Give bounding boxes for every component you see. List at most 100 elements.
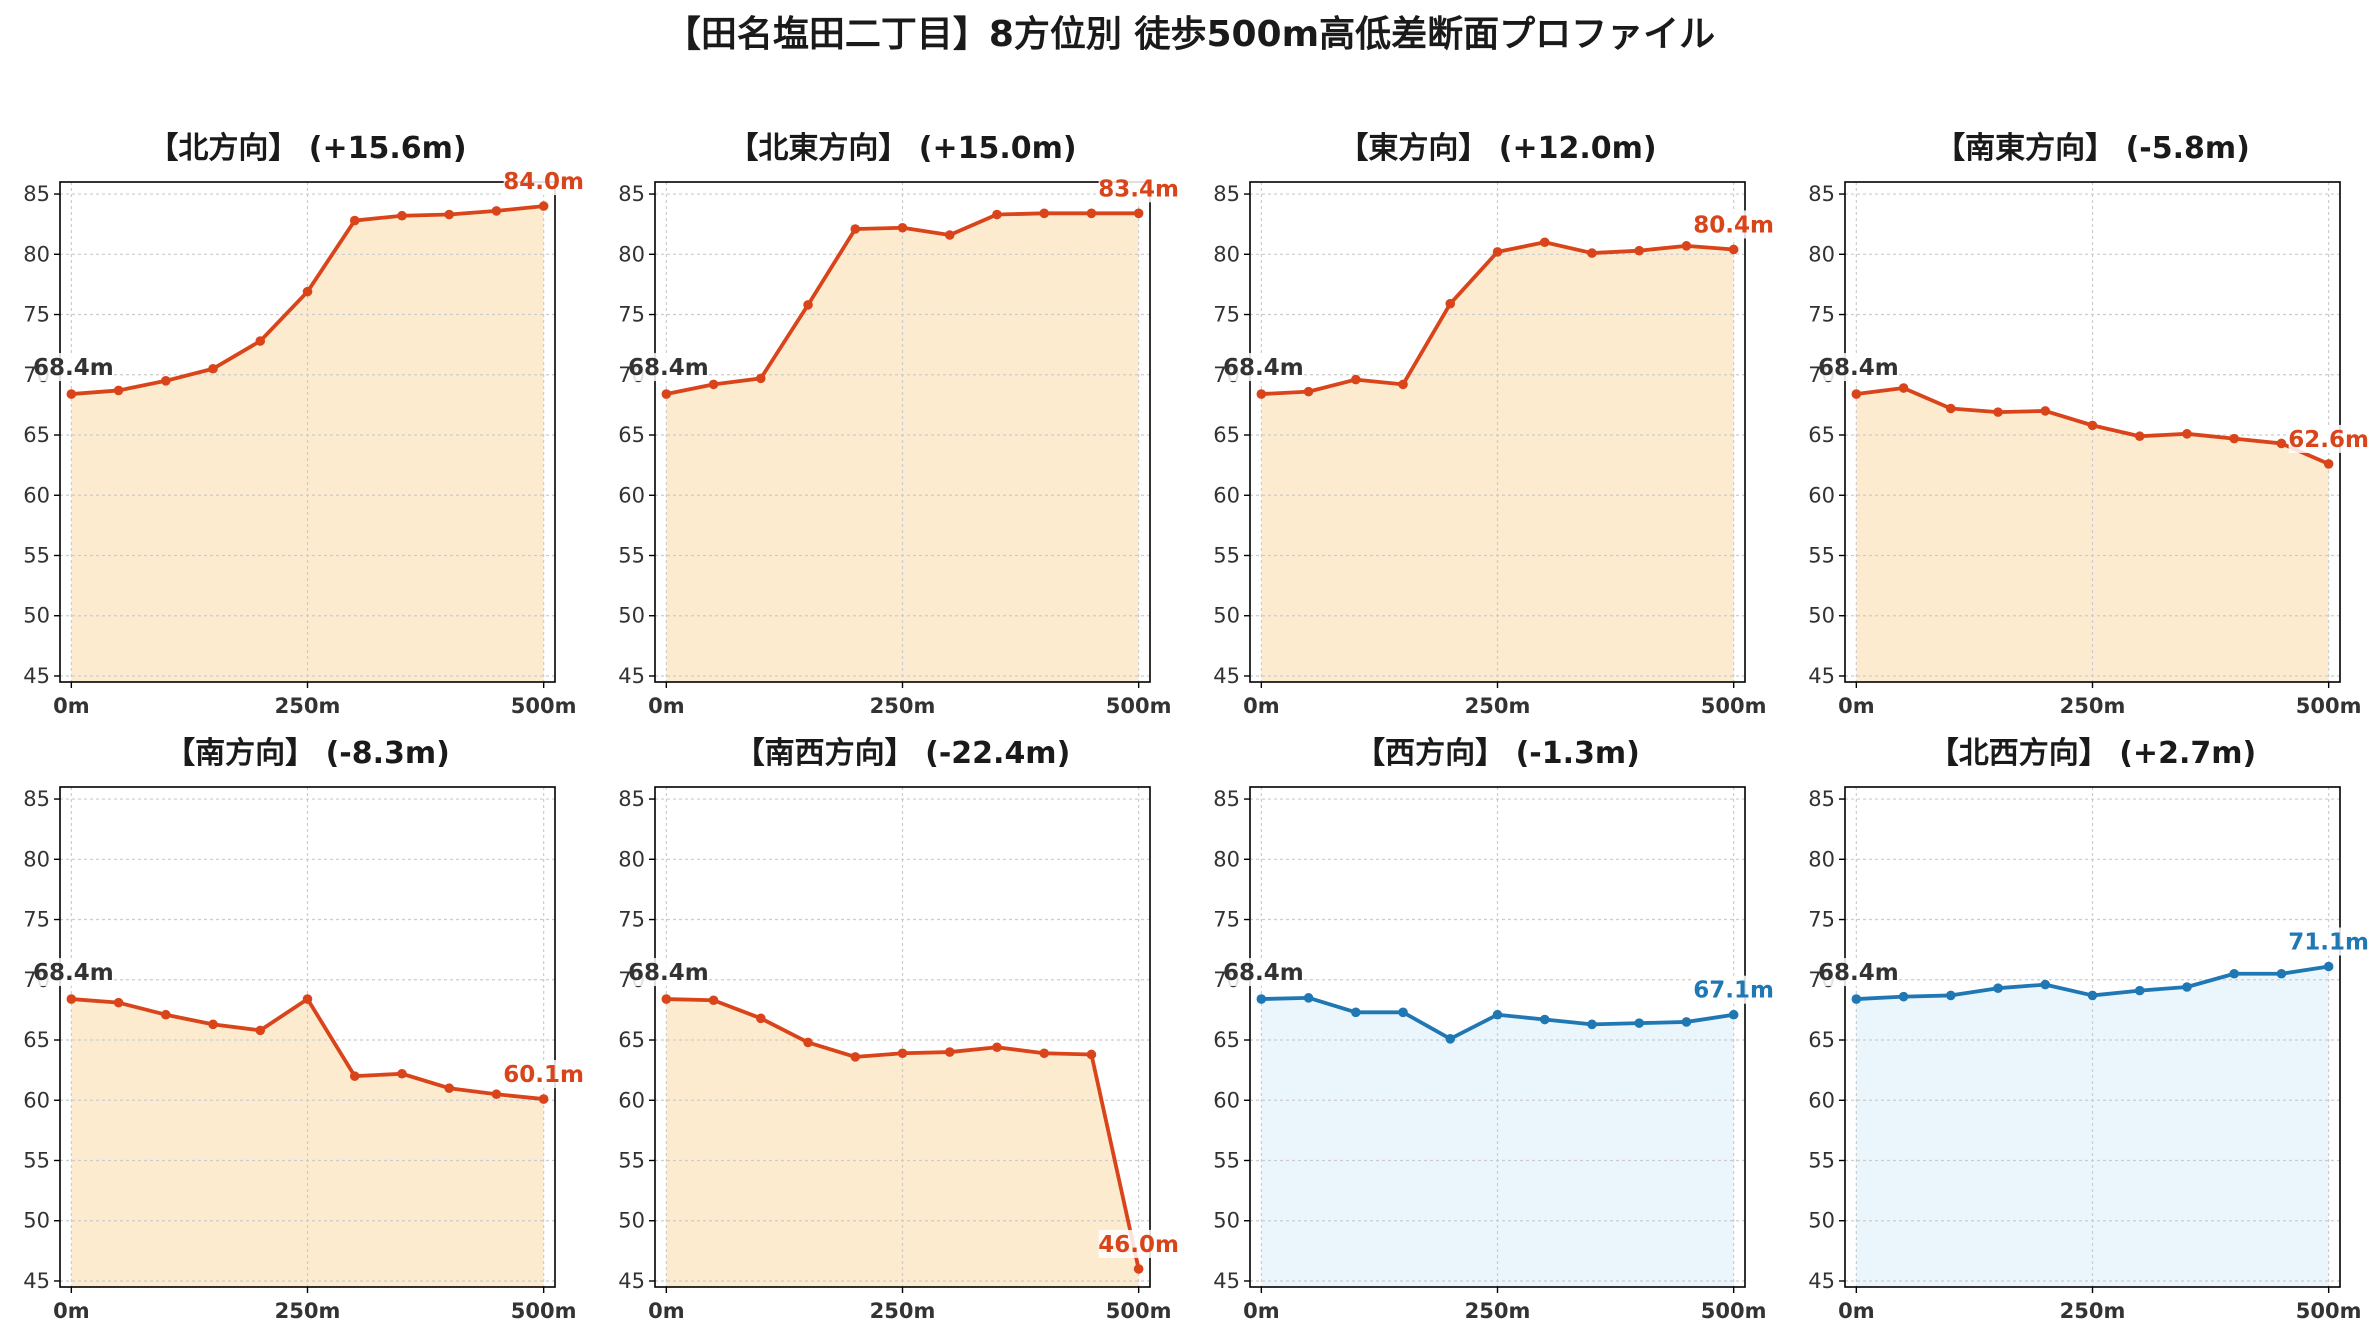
panel-5: 【南西方向】 (-22.4m)4550556065707580850m250m5… bbox=[618, 736, 1179, 1323]
y-tick-label: 45 bbox=[1213, 664, 1240, 688]
end-value-label: 84.0m bbox=[503, 169, 584, 195]
end-value-label: 62.6m bbox=[2288, 427, 2369, 453]
data-point bbox=[2229, 433, 2239, 444]
data-point bbox=[2323, 459, 2334, 469]
data-point bbox=[661, 994, 672, 1004]
panels: 【北方向】 (+15.6m)4550556065707580850m250m50… bbox=[23, 131, 2369, 1323]
y-tick-label: 60 bbox=[23, 1088, 50, 1112]
data-point bbox=[113, 997, 124, 1008]
data-point bbox=[1587, 248, 1597, 258]
start-label-bg bbox=[1225, 958, 1302, 987]
data-point bbox=[2134, 431, 2145, 442]
panel-2: 【東方向】 (+12.0m)4550556065707580850m250m50… bbox=[1213, 131, 1774, 718]
data-point bbox=[1946, 990, 1956, 1001]
y-tick-label: 85 bbox=[618, 787, 645, 811]
y-tick-label: 75 bbox=[618, 908, 645, 932]
x-tick-label: 0m bbox=[648, 1299, 685, 1323]
data-point bbox=[1993, 983, 2003, 994]
y-tick-label: 75 bbox=[1808, 303, 1835, 327]
y-tick-label: 55 bbox=[618, 1148, 645, 1172]
end-label-bg bbox=[1693, 975, 1774, 1004]
panel-0: 【北方向】 (+15.6m)4550556065707580850m250m50… bbox=[23, 131, 584, 718]
data-point bbox=[1351, 1007, 1361, 1018]
y-tick-label: 80 bbox=[1808, 242, 1835, 266]
data-point bbox=[1898, 991, 1909, 1002]
y-tick-label: 75 bbox=[23, 908, 50, 932]
start-value-label: 68.4m bbox=[33, 960, 114, 986]
x-tick-label: 500m bbox=[2296, 694, 2362, 718]
data-point bbox=[756, 373, 766, 384]
y-tick-label: 45 bbox=[23, 664, 50, 688]
x-tick-label: 500m bbox=[1701, 694, 1767, 718]
y-tick-label: 65 bbox=[1808, 423, 1835, 447]
data-point bbox=[944, 1047, 955, 1057]
area-fill bbox=[71, 206, 544, 683]
data-point bbox=[1728, 244, 1739, 255]
start-label-bg bbox=[630, 353, 707, 382]
data-point bbox=[1539, 1014, 1550, 1025]
data-point bbox=[208, 1019, 218, 1030]
data-point bbox=[850, 1052, 861, 1062]
y-tick-label: 85 bbox=[23, 787, 50, 811]
data-point bbox=[1303, 386, 1314, 397]
data-point bbox=[2276, 968, 2287, 979]
area-fill bbox=[1261, 242, 1734, 682]
y-tick-label: 60 bbox=[23, 483, 50, 507]
data-point bbox=[1086, 208, 1097, 219]
x-tick-label: 250m bbox=[2060, 1299, 2126, 1323]
data-point bbox=[2087, 990, 2098, 1001]
data-point bbox=[1398, 1007, 1408, 1018]
end-label-bg bbox=[1693, 210, 1774, 239]
data-point bbox=[397, 1068, 407, 1079]
end-value-label: 46.0m bbox=[1098, 1232, 1179, 1258]
y-tick-label: 50 bbox=[23, 604, 50, 628]
data-point bbox=[1492, 1009, 1503, 1020]
data-point bbox=[1492, 247, 1503, 257]
data-point bbox=[349, 1071, 360, 1081]
data-point bbox=[1039, 1048, 1049, 1059]
y-tick-label: 45 bbox=[1808, 664, 1835, 688]
end-label-bg bbox=[2288, 927, 2369, 956]
panel-7: 【北西方向】 (+2.7m)4550556065707580850m250m50… bbox=[1808, 736, 2369, 1323]
y-tick-label: 85 bbox=[1808, 182, 1835, 206]
y-tick-label: 85 bbox=[1213, 787, 1240, 811]
y-tick-label: 60 bbox=[618, 483, 645, 507]
data-point bbox=[850, 224, 861, 234]
end-value-label: 83.4m bbox=[1098, 176, 1179, 202]
y-tick-label: 50 bbox=[1213, 604, 1240, 628]
y-tick-label: 45 bbox=[1808, 1269, 1835, 1293]
data-point bbox=[1086, 1049, 1097, 1060]
panel-title: 【北方向】 (+15.6m) bbox=[148, 131, 466, 166]
x-tick-label: 500m bbox=[511, 694, 577, 718]
x-tick-label: 250m bbox=[1465, 694, 1531, 718]
data-point bbox=[255, 1025, 266, 1036]
y-tick-label: 55 bbox=[1213, 543, 1240, 567]
start-label-bg bbox=[35, 958, 112, 987]
data-point bbox=[66, 389, 77, 399]
data-point bbox=[2182, 982, 2192, 992]
x-tick-label: 0m bbox=[53, 1299, 90, 1323]
y-tick-label: 50 bbox=[1213, 1209, 1240, 1233]
data-point bbox=[444, 209, 454, 220]
data-point bbox=[538, 201, 549, 211]
y-tick-label: 65 bbox=[618, 423, 645, 447]
y-tick-label: 75 bbox=[23, 303, 50, 327]
data-point bbox=[1133, 1264, 1144, 1274]
y-tick-label: 55 bbox=[618, 543, 645, 567]
x-tick-label: 250m bbox=[275, 1299, 341, 1323]
y-tick-label: 80 bbox=[23, 242, 50, 266]
data-point bbox=[1993, 407, 2003, 417]
data-point bbox=[1303, 993, 1314, 1003]
data-point bbox=[161, 1009, 171, 1020]
data-point bbox=[1256, 389, 1267, 399]
x-tick-label: 250m bbox=[870, 1299, 936, 1323]
data-point bbox=[1634, 1018, 1644, 1028]
start-value-label: 68.4m bbox=[628, 355, 709, 381]
data-point bbox=[2229, 968, 2239, 979]
data-point bbox=[302, 994, 313, 1004]
data-point bbox=[2182, 429, 2192, 439]
start-value-label: 68.4m bbox=[1818, 960, 1899, 986]
y-tick-label: 50 bbox=[1808, 1209, 1835, 1233]
y-tick-label: 45 bbox=[618, 664, 645, 688]
